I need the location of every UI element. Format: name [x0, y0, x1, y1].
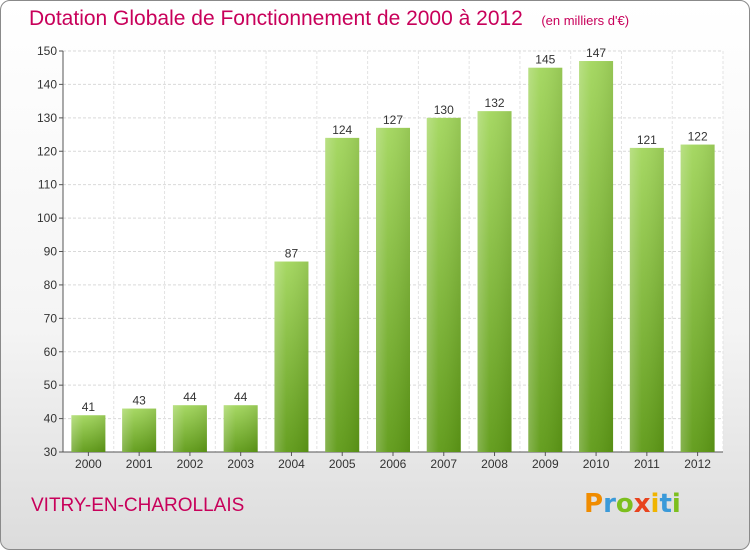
- y-tick-label: 60: [44, 345, 58, 359]
- data-label-2011: 121: [637, 133, 657, 147]
- logo-letter: x: [633, 489, 651, 519]
- y-tick-label: 30: [44, 445, 58, 459]
- bar-shine-2012: [680, 144, 715, 453]
- logo-letter: i: [650, 489, 660, 519]
- bar-shine-2001: [122, 408, 157, 452]
- data-label-2004: 87: [285, 247, 299, 261]
- y-tick-label: 80: [44, 278, 58, 292]
- bar-shine-2006: [376, 127, 410, 452]
- x-tick-label-2002: 2002: [177, 457, 204, 471]
- data-label-2003: 44: [234, 390, 248, 404]
- x-tick-label-2003: 2003: [227, 457, 254, 471]
- bar-shine-2007: [426, 117, 461, 452]
- y-tick-label: 90: [44, 245, 58, 259]
- y-tick-label: 70: [44, 311, 58, 325]
- bar-shine-2002: [172, 405, 207, 452]
- chart-unit: (en milliers d'€): [541, 13, 630, 28]
- y-tick-label: 50: [44, 378, 58, 392]
- data-label-2001: 43: [132, 394, 146, 408]
- place-name: VITRY-EN-CHAROLLAIS: [31, 495, 245, 516]
- logo-letter: P: [584, 489, 604, 519]
- logo-letter: i: [671, 489, 681, 519]
- data-label-2008: 132: [485, 96, 505, 110]
- bar-shine-2004: [274, 261, 309, 452]
- x-tick-label-2000: 2000: [75, 457, 102, 471]
- logo-letter: t: [659, 489, 672, 519]
- y-tick-label: 110: [38, 178, 57, 192]
- x-tick-label-2011: 2011: [634, 457, 660, 471]
- proxiti-logo: Proxiti: [584, 489, 681, 519]
- y-tick-label: 150: [37, 44, 57, 58]
- bar-shine-2003: [223, 405, 258, 452]
- data-label-2002: 44: [183, 390, 197, 404]
- bar-shine-2010: [579, 61, 614, 453]
- y-tick-label: 130: [37, 111, 57, 125]
- bar-layer: [71, 61, 715, 453]
- y-tick-label: 120: [37, 144, 57, 158]
- x-tick-label-2009: 2009: [532, 457, 559, 471]
- data-label-2012: 122: [688, 130, 708, 144]
- data-label-2007: 130: [434, 103, 454, 117]
- data-label-2000: 41: [82, 400, 96, 414]
- x-tick-label-2005: 2005: [329, 457, 356, 471]
- x-tick-label-2001: 2001: [126, 457, 153, 471]
- x-tick-label-2010: 2010: [583, 457, 610, 471]
- x-tick-label-2007: 2007: [430, 457, 457, 471]
- data-label-2010: 147: [586, 46, 606, 60]
- chart-title: Dotation Globale de Fonctionnement de 20…: [29, 7, 523, 30]
- chart-title-block: Dotation Globale de Fonctionnement de 20…: [29, 7, 629, 31]
- bar-shine-2009: [528, 67, 563, 452]
- bar-shine-2000: [71, 415, 106, 452]
- y-tick-label: 40: [44, 412, 58, 426]
- logo-letter: o: [615, 489, 634, 519]
- y-tick-label: 140: [37, 77, 57, 91]
- data-label-2006: 127: [383, 113, 403, 127]
- y-tick-label: 100: [37, 211, 57, 225]
- logo-letter: r: [603, 489, 616, 519]
- data-label-2009: 145: [535, 53, 555, 67]
- x-tick-label-2012: 2012: [684, 457, 711, 471]
- bar-shine-2008: [477, 111, 512, 453]
- bar-shine-2011: [629, 147, 664, 453]
- bar-shine-2005: [325, 137, 360, 452]
- x-tick-label-2004: 2004: [278, 457, 305, 471]
- x-tick-label-2006: 2006: [380, 457, 407, 471]
- x-tick-label-2008: 2008: [481, 457, 508, 471]
- data-label-2005: 124: [332, 123, 352, 137]
- label-layer: 41 2000 43 2001 44 2002 44 2003 87 2004 124 2005 127…: [75, 46, 711, 471]
